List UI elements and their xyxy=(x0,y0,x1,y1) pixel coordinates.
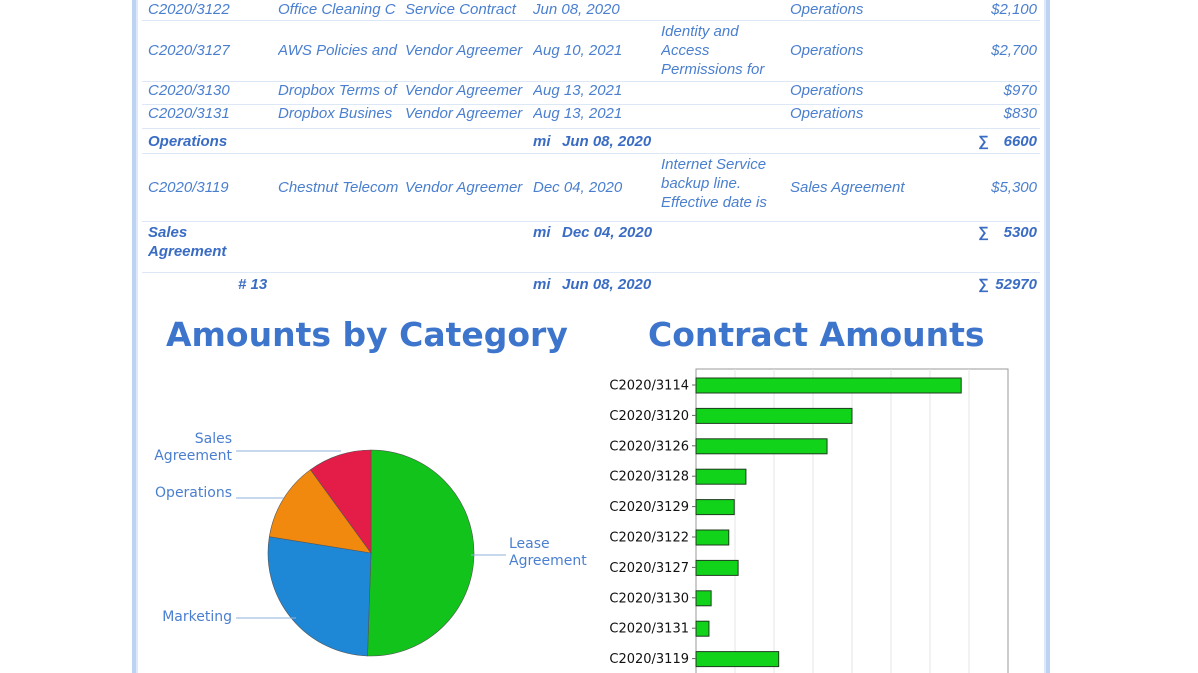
contract-date-cell: Aug 13, 2021 xyxy=(533,105,623,122)
contract-title-cell: Office Cleaning C xyxy=(278,1,396,18)
sum-value: 52970 xyxy=(995,276,1037,293)
contract-description-cell: Internet Service backup line. Effective … xyxy=(661,156,767,211)
contract-amount-cell: $2,100 xyxy=(991,1,1037,18)
sum-value: 6600 xyxy=(1003,133,1037,150)
bar-C2020-3130 xyxy=(695,590,712,607)
min-date-label: mi xyxy=(533,224,551,241)
sum-symbol: ∑ xyxy=(978,133,989,150)
contract-type-cell: Vendor Agreemer xyxy=(405,82,523,99)
contract-id-cell: C2020/3131 xyxy=(148,105,230,122)
report-frame: C2020/3122 Office Cleaning C Service Contr… xyxy=(132,0,1050,673)
contract-category-cell: Operations xyxy=(790,42,864,59)
contract-category-cell: Sales Agreement xyxy=(790,179,905,196)
min-date-label: mi xyxy=(533,133,551,150)
bar-category-label: C2020/3129 xyxy=(609,500,689,515)
table-row: C2020/3122 Office Cleaning C Service Contr… xyxy=(142,0,1040,21)
bar-category-label: C2020/3122 xyxy=(609,531,689,546)
bar-category-label: C2020/3114 xyxy=(609,379,689,394)
pie-slice-label: Lease Agreement xyxy=(509,536,587,569)
sum-symbol: ∑ xyxy=(978,276,989,293)
contract-category-cell: Operations xyxy=(790,82,864,99)
contract-amount-cell: $970 xyxy=(1003,82,1037,99)
bar-C2020-3128 xyxy=(695,468,747,485)
bar-category-label: C2020/3130 xyxy=(609,591,689,606)
record-count-label: # 13 xyxy=(238,276,268,293)
bar-category-label: C2020/3126 xyxy=(609,439,689,454)
contract-type-cell: Service Contract xyxy=(405,1,516,18)
bar-category-label: C2020/3120 xyxy=(609,409,689,424)
contract-title-cell: Chestnut Telecom xyxy=(278,179,399,196)
table-row: C2020/3130 Dropbox Terms of Vendor Agreeme… xyxy=(142,81,1040,105)
bar-C2020-3131 xyxy=(695,620,710,637)
contract-id-cell: C2020/3122 xyxy=(148,1,230,18)
bar-C2020-3129 xyxy=(695,499,735,516)
contract-amount-cell: $830 xyxy=(1003,105,1037,122)
pie-chart-title: Amounts by Category xyxy=(166,315,568,354)
min-date-value: Jun 08, 2020 xyxy=(562,133,652,150)
bar-C2020-3126 xyxy=(695,438,828,455)
contract-type-cell: Vendor Agreemer xyxy=(405,179,523,196)
min-date-label: mi xyxy=(533,276,551,293)
contract-date-cell: Jun 08, 2020 xyxy=(533,1,620,18)
bar-C2020-3114 xyxy=(695,377,962,394)
pie-slice-label: Operations xyxy=(155,485,232,501)
pie-slice-marketing xyxy=(267,536,372,657)
contract-date-cell: Aug 10, 2021 xyxy=(533,42,623,59)
bar-C2020-3120 xyxy=(695,407,853,424)
group-label: Sales Agreement xyxy=(148,224,227,260)
bar-category-label: C2020/3119 xyxy=(609,652,689,667)
table-row: C2020/3127 AWS Policies and Vendor Agreeme… xyxy=(142,20,1040,82)
sum-symbol: ∑ xyxy=(978,224,989,241)
pie-slice-operations xyxy=(268,469,372,554)
contract-title-cell: AWS Policies and xyxy=(278,42,397,59)
table-row: C2020/3119 Chestnut Telecom Vendor Agreeme… xyxy=(142,153,1040,222)
contract-date-cell: Aug 13, 2021 xyxy=(533,82,623,99)
contract-id-cell: C2020/3127 xyxy=(148,42,230,59)
group-summary-row: Sales Agreement mi Dec 04, 2020 ∑ 5300 xyxy=(142,221,1040,273)
grand-total-row: # 13 mi Jun 08, 2020 ∑ 52970 xyxy=(142,272,1040,296)
pie-slice-label: Sales Agreement xyxy=(154,431,232,464)
contract-title-cell: Dropbox Terms of xyxy=(278,82,397,99)
bar-C2020-3119 xyxy=(695,651,780,668)
contract-title-cell: Dropbox Busines xyxy=(278,105,393,122)
bar-chart: C2020/3114 C2020/3120 C2020/3126 C2020/3128… xyxy=(609,368,1009,673)
pie-slice-sales-agreement xyxy=(310,449,372,554)
contract-type-cell: Vendor Agreemer xyxy=(405,105,523,122)
bar-chart-title: Contract Amounts xyxy=(648,315,985,354)
group-summary-row: Operations mi Jun 08, 2020 ∑ 6600 xyxy=(142,128,1040,154)
sum-value: 5300 xyxy=(1003,224,1037,241)
pie-slice-label: Marketing xyxy=(162,609,232,625)
group-label: Operations xyxy=(148,133,228,150)
contract-amount-cell: $5,300 xyxy=(991,179,1037,196)
table-row: C2020/3131 Dropbox Busines Vendor Agreemer… xyxy=(142,104,1040,129)
min-date-value: Jun 08, 2020 xyxy=(562,276,652,293)
min-date-value: Dec 04, 2020 xyxy=(562,224,653,241)
bar-C2020-3127 xyxy=(695,559,739,576)
contract-date-cell: Dec 04, 2020 xyxy=(533,179,623,196)
contract-id-cell: C2020/3119 xyxy=(148,179,229,196)
bar-C2020-3122 xyxy=(695,529,730,546)
pie-chart: Lease Agreement Marketing Operations Sales Ag… xyxy=(154,431,587,657)
contract-category-cell: Operations xyxy=(790,1,864,18)
contract-category-cell: Operations xyxy=(790,105,864,122)
contract-description-cell: Identity and Access Permissions for xyxy=(661,23,765,78)
contract-type-cell: Vendor Agreemer xyxy=(405,42,523,59)
pie-slice-lease-agreement xyxy=(367,449,475,657)
bar-category-label: C2020/3127 xyxy=(609,561,689,576)
bar-category-label: C2020/3128 xyxy=(609,470,689,485)
contract-id-cell: C2020/3130 xyxy=(148,82,230,99)
bar-category-label: C2020/3131 xyxy=(609,622,689,637)
contract-amount-cell: $2,700 xyxy=(991,42,1037,59)
